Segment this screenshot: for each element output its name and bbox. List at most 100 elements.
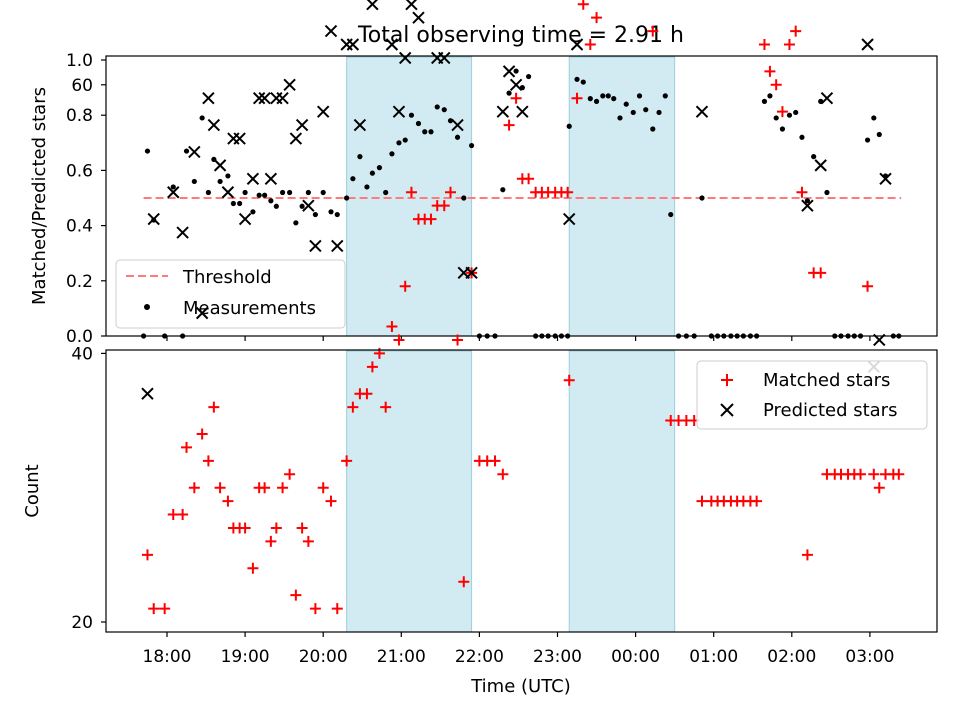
x-tick-label: 21:00 [377,647,426,667]
predicted-star-point [195,306,209,320]
matched-star-point [309,603,321,615]
measurement-point [279,189,286,196]
measurement-point [287,189,293,196]
shaded-interval [568,56,676,337]
measurement-point [299,203,305,209]
measurement-point [761,98,768,104]
matched-star-point [366,361,378,373]
predicted-star-point [207,118,221,132]
matched-star-point [868,468,880,480]
matched-star-point [265,535,277,547]
measurement-point [428,129,434,135]
matched-star-point [571,92,583,104]
predicted-star-point [221,186,235,199]
predicted-star-point [213,159,227,172]
measurement-point [623,101,629,107]
matched-star-point [196,428,208,440]
matched-star-point [458,576,470,588]
predicted-star-point [340,38,353,51]
matched-star-point [503,119,515,131]
matched-star-point [591,12,603,24]
measurement-point [242,189,248,196]
measurement-point [767,93,773,99]
matched-star-point [331,603,343,615]
y-tick-label: 0.8 [66,106,93,126]
measurement-point [256,192,262,198]
measurement-point [461,195,467,201]
measurement-point [600,93,606,99]
predicted-star-point [309,239,322,253]
y-tick-label: 0.2 [66,272,93,292]
predicted-star-point [202,92,215,105]
measurement-point [876,131,882,138]
predicted-star-point [438,51,451,65]
matched-star-point [208,401,220,413]
measurement-point [773,115,779,121]
predicted-star-point [366,0,379,11]
measurement-point [434,104,440,110]
predicted-star-point [233,132,246,145]
predicted-star-point [695,105,709,118]
matched-star-point [380,401,392,413]
predicted-star-point [167,186,180,199]
matched-star-point [445,186,457,198]
matched-star-point [167,509,179,521]
predicted-star-point [861,38,874,51]
measurement-point [357,154,363,160]
matched-star-point [386,321,398,333]
x-tick-label: 01:00 [689,647,738,667]
measurement-point [447,118,454,124]
matched-star-point [758,39,770,51]
matched-star-point [783,39,795,51]
x-tick-label: 19:00 [221,647,270,667]
matched-star-point [247,562,259,574]
bottom-ylabel: Count [22,464,43,517]
matched-star-point [361,388,373,400]
predicted-star-point [873,333,886,347]
predicted-star-point [570,38,584,51]
bottom-y-ticks: 20406080100120 [71,76,106,633]
measurement-point [699,195,705,201]
predicted-star-point [141,387,154,400]
matched-star-point [259,482,271,494]
matched-star-point [893,468,905,480]
measurement-point [587,96,593,102]
predicted-star-point [147,212,160,226]
measurement-point [500,187,506,193]
matched-star-point [790,25,802,37]
predicted-star-point [385,38,399,51]
legend-measurements-label: Measurements [183,298,316,319]
measurement-point [454,134,461,140]
measurement-point [144,148,151,154]
legend-matched-swatch [721,374,733,386]
y-tick-label: 1.0 [66,51,93,71]
predicted-star-point [412,11,425,24]
predicted-star-point [316,105,330,118]
predicted-star-point [302,199,315,212]
predicted-star-point [283,78,296,92]
matched-star-point [770,79,782,91]
legend-matched-label: Matched stars [763,370,890,391]
measurement-point [376,165,383,171]
legend-measurements-swatch [144,304,150,310]
measurement-point [811,154,817,160]
chart-title: Total observing time = 2.91 h [357,23,684,48]
predicted-star-point [516,105,529,118]
bottom-legend: Matched stars Predicted stars [696,360,928,430]
predicted-star-point [563,212,576,226]
measurement-point [422,129,428,135]
measurement-point [230,200,236,207]
matched-star-point [562,186,574,198]
measurement-point [662,93,668,99]
measurement-point [328,209,334,215]
predicted-star-point [465,266,478,280]
predicted-star-point [238,212,252,226]
measurement-point [183,148,190,154]
predicted-star-point [252,92,266,105]
measurement-point [312,211,318,218]
measurement-point [824,189,830,196]
matched-star-point [776,106,788,118]
matched-star-point [751,495,763,507]
x-tick-label: 20:00 [299,647,348,667]
top-panel: 0.0 0.2 0.4 0.6 0.8 1.0 Matched/Predicted sta… [29,51,938,347]
